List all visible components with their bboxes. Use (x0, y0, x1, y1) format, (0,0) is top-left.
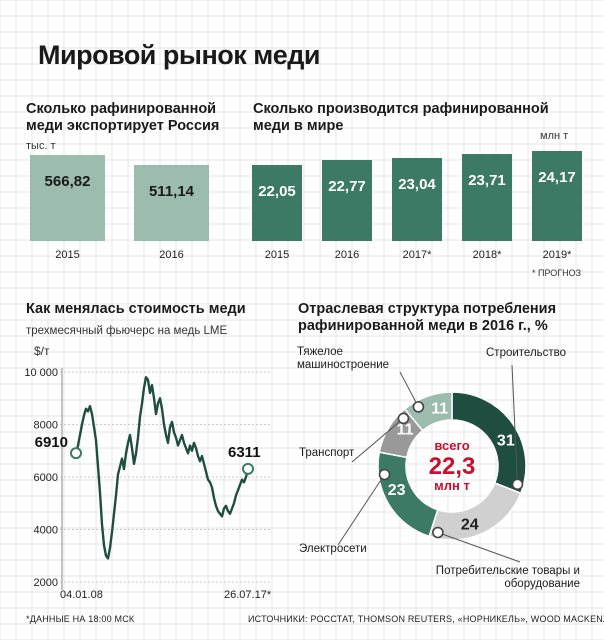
price-title: Как менялась стоимость меди (26, 301, 246, 317)
production-chart-bar: 22,05 (252, 165, 302, 241)
exports-chart-bar-value: 566,82 (44, 173, 91, 190)
production-chart-bar-value: 24,17 (538, 169, 576, 186)
price-tick-label: 2000 (34, 577, 58, 589)
price-tick-label: 6000 (34, 472, 58, 484)
price-chart: 2000 4000 6000 8000 10 000 6910 6311 04.01.08 26… (24, 367, 272, 601)
production-chart-bar-value: 22,77 (328, 178, 366, 196)
exports-chart-bar: 566,82 (30, 155, 105, 241)
heavy-machinery-line-1: Тяжелое (297, 346, 343, 358)
label-heavy-machinery: Тяжелое машиностроение (297, 346, 389, 372)
exports-chart-bar-value: 511,14 (148, 183, 195, 200)
price-tick-label: 4000 (34, 525, 58, 537)
exports-title: Сколько рафинированной меди экспортирует… (26, 101, 220, 134)
production-chart-category-label: 2019* (542, 249, 572, 261)
footer-note: *ДАННЫЕ НА 18:00 МСК (26, 614, 135, 624)
price-tick-label: 8000 (34, 420, 58, 432)
exports-chart-category-label: 2016 (159, 249, 184, 261)
price-tick-label: 10 000 (24, 367, 58, 379)
production-chart-category-label: 2016 (334, 249, 360, 261)
price-subtitle: трехмесячный фьючерс на медь LME (26, 325, 228, 337)
production-title: Сколько производится рафинированной меди… (253, 101, 549, 134)
heavy-machinery-line-2: машиностроение (297, 359, 390, 371)
price-end-marker (242, 462, 254, 475)
price-end-value: 6311 (228, 444, 261, 461)
production-chart-bar-value: 23,71 (468, 172, 506, 190)
structure-title: Отраслевая структура потребления рафинир… (298, 301, 557, 334)
label-power-grids: Электросети (299, 543, 367, 555)
production-chart-bar: 23,71 (462, 154, 512, 241)
production-unit: млн т (540, 130, 569, 142)
production-chart-bar-value: 23,04 (398, 176, 436, 194)
production-chart-bar: 23,04 (392, 158, 442, 241)
price-start-marker (70, 447, 82, 460)
price-series-line (74, 376, 250, 560)
production-chart-category-label: 2018* (472, 249, 502, 261)
exports-unit: тыс. т (26, 140, 56, 152)
label-transport: Транспорт (299, 447, 355, 459)
page-title: Мировой рынок меди (38, 40, 321, 70)
exports-chart-bar: 511,14 (134, 165, 209, 241)
production-chart-bar-value: 22,05 (258, 183, 296, 200)
production-chart-bar: 22,77 (322, 160, 372, 241)
footer-sources: ИСТОЧНИКИ: РОССТАТ, THOMSON REUTERS, «НО… (248, 614, 604, 624)
price-x-end-label: 26.07.17* (224, 589, 272, 601)
label-construction: Строительство (486, 347, 567, 359)
exports-chart-category-label: 2015 (55, 249, 80, 261)
price-start-value: 6910 (35, 434, 68, 451)
label-consumer-goods: Потребительские товары и оборудование (435, 565, 580, 590)
price-ylabel: $/т (34, 344, 50, 358)
production-chart-category-label: 2017* (402, 249, 432, 261)
price-x-start-label: 04.01.08 (60, 589, 103, 601)
forecast-note: * ПРОГНОЗ (532, 268, 582, 278)
production-chart-bar: 24,17 (532, 151, 582, 241)
production-chart-category-label: 2015 (264, 249, 290, 261)
